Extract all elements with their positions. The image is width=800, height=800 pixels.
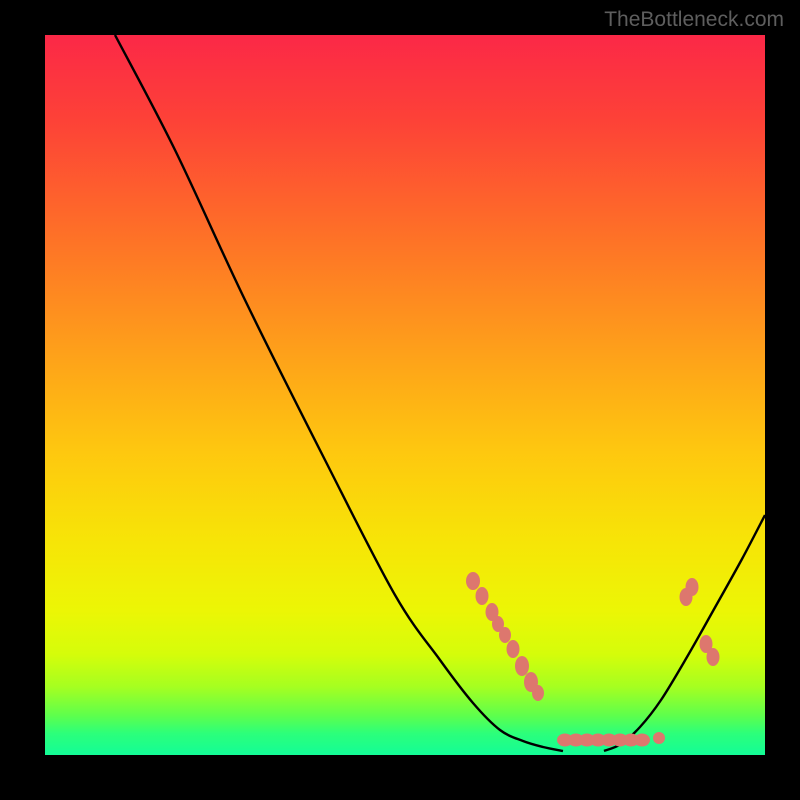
watermark-text: TheBottleneck.com — [604, 8, 784, 32]
data-marker — [499, 627, 511, 643]
bottleneck-curve-left — [115, 35, 563, 751]
data-marker — [707, 648, 720, 666]
data-marker — [653, 732, 665, 744]
chart-curve-layer — [45, 35, 765, 755]
data-marker — [466, 572, 480, 590]
data-marker — [515, 656, 529, 676]
data-marker — [634, 734, 650, 747]
data-marker — [507, 640, 520, 658]
bottleneck-curve-right — [604, 515, 765, 751]
chart-plot-area — [45, 35, 765, 755]
data-marker — [532, 685, 544, 701]
data-marker — [686, 578, 699, 596]
data-marker — [476, 587, 489, 605]
data-markers-group — [466, 572, 720, 747]
